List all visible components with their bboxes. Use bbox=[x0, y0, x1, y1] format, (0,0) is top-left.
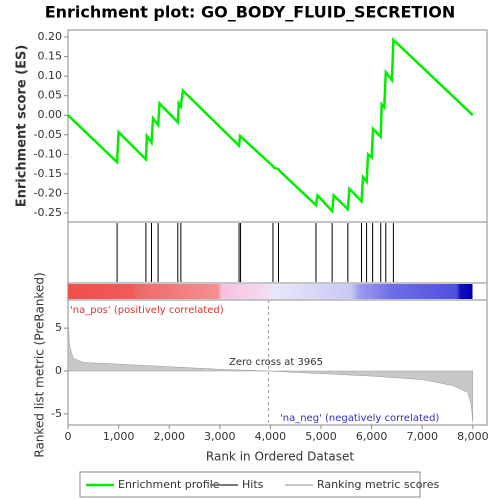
x-tick-label: 0 bbox=[65, 430, 72, 443]
y-tick-label: 0.10 bbox=[38, 69, 63, 82]
x-tick-label: 6,000 bbox=[356, 430, 388, 443]
y-tick-label: -0.15 bbox=[34, 167, 62, 180]
y-tick-label: 5 bbox=[55, 321, 62, 334]
pos-label: 'na_pos' (positively correlated) bbox=[70, 305, 224, 316]
y-tick-label: -5 bbox=[51, 407, 62, 420]
legend-label: Ranking metric scores bbox=[317, 478, 439, 491]
x-axis-label: Rank in Ordered Dataset bbox=[206, 450, 354, 464]
legend-label: Enrichment profile bbox=[118, 478, 220, 491]
metric-area bbox=[67, 319, 474, 423]
legend bbox=[79, 471, 421, 498]
x-tick-label: 2,000 bbox=[153, 430, 185, 443]
enrichment-line bbox=[67, 36, 474, 214]
y-tick-label: 0.15 bbox=[38, 50, 63, 63]
x-tick-label: 7,000 bbox=[406, 430, 438, 443]
x-tick-label: 5,000 bbox=[305, 430, 337, 443]
y-axis-label: Enrichment score (ES) bbox=[15, 45, 30, 208]
plot-frame bbox=[67, 29, 488, 426]
y-axis-label: Ranked list metric (PreRanked) bbox=[33, 272, 47, 457]
y-tick-label: -0.20 bbox=[34, 186, 62, 199]
y-tick-label: -0.10 bbox=[34, 147, 62, 160]
y-tick-label: 0 bbox=[55, 364, 62, 377]
neg-label: 'na_neg' (negatively correlated) bbox=[280, 413, 439, 424]
y-tick-label: 0.00 bbox=[38, 108, 63, 121]
chart-title: Enrichment plot: GO_BODY_FLUID_SECRETION bbox=[45, 3, 456, 22]
y-tick-label: -0.25 bbox=[34, 206, 62, 219]
rank-color-bar bbox=[68, 284, 473, 299]
zero-cross-label: Zero cross at 3965 bbox=[229, 357, 323, 368]
x-tick-label: 3,000 bbox=[204, 430, 236, 443]
y-tick-label: 0.05 bbox=[38, 89, 63, 102]
x-tick-label: 4,000 bbox=[255, 430, 287, 443]
y-tick-label: 0.20 bbox=[38, 30, 63, 43]
x-tick-label: 8,000 bbox=[457, 430, 489, 443]
x-tick-label: 1,000 bbox=[103, 430, 135, 443]
y-tick-label: -0.05 bbox=[34, 128, 62, 141]
legend-label: Hits bbox=[242, 478, 264, 491]
